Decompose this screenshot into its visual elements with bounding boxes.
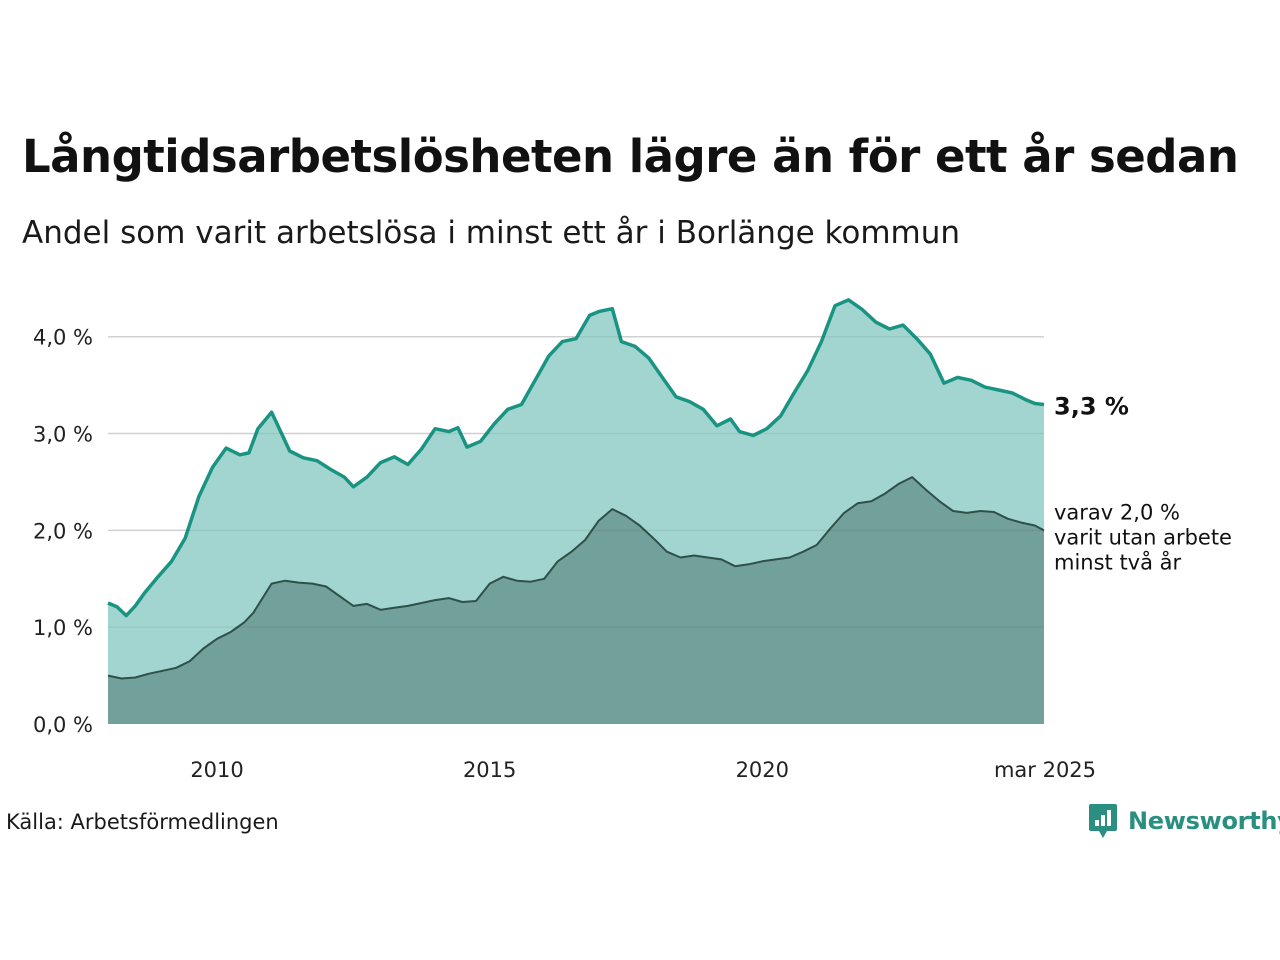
annotation-minst-tva-ar-line: varit utan arbete — [1054, 525, 1232, 549]
x-tick-label: 2015 — [463, 758, 516, 782]
area-minst-tva-ar — [108, 477, 1044, 724]
line-minst-tva-ar — [107, 476, 1045, 680]
x-tick-label: mar 2025 — [994, 758, 1096, 782]
annotation-minst-ett-ar: 3,3 % — [1054, 393, 1129, 421]
x-tick-label: 2020 — [736, 758, 789, 782]
y-tick-label: 4,0 % — [33, 326, 93, 350]
newsworthy-logo-text: Newsworthy — [1128, 807, 1280, 835]
x-tick-label: 2010 — [190, 758, 243, 782]
newsworthy-logo[interactable]: Newsworthy — [1088, 803, 1280, 839]
y-tick-label: 2,0 % — [33, 519, 93, 543]
y-tick-label: 1,0 % — [33, 616, 93, 640]
x-axis-tick-labels: 2010 2015 2020 mar 2025 — [190, 758, 1096, 782]
chart-subtitle: Andel som varit arbetslösa i minst ett å… — [22, 215, 961, 251]
chart-areas — [107, 298, 1045, 724]
annotation-minst-tva-ar-line: varav 2,0 % — [1054, 500, 1180, 524]
line-minst-ett-ar — [107, 298, 1045, 618]
y-axis-tick-labels: 0,0 % 1,0 % 2,0 % 3,0 % 4,0 % — [33, 326, 93, 737]
y-tick-label: 0,0 % — [33, 713, 93, 737]
newsworthy-logo-icon — [1089, 804, 1117, 838]
chart-title: Långtidsarbetslösheten lägre än för ett … — [22, 130, 1239, 183]
source-note: Källa: Arbetsförmedlingen — [6, 810, 279, 834]
y-tick-label: 3,0 % — [33, 423, 93, 447]
area-chart: 0,0 % 1,0 % 2,0 % 3,0 % 4,0 % 2010 2015 2020 ma… — [33, 298, 1232, 782]
annotation-minst-tva-ar-line: minst två år — [1054, 549, 1182, 574]
